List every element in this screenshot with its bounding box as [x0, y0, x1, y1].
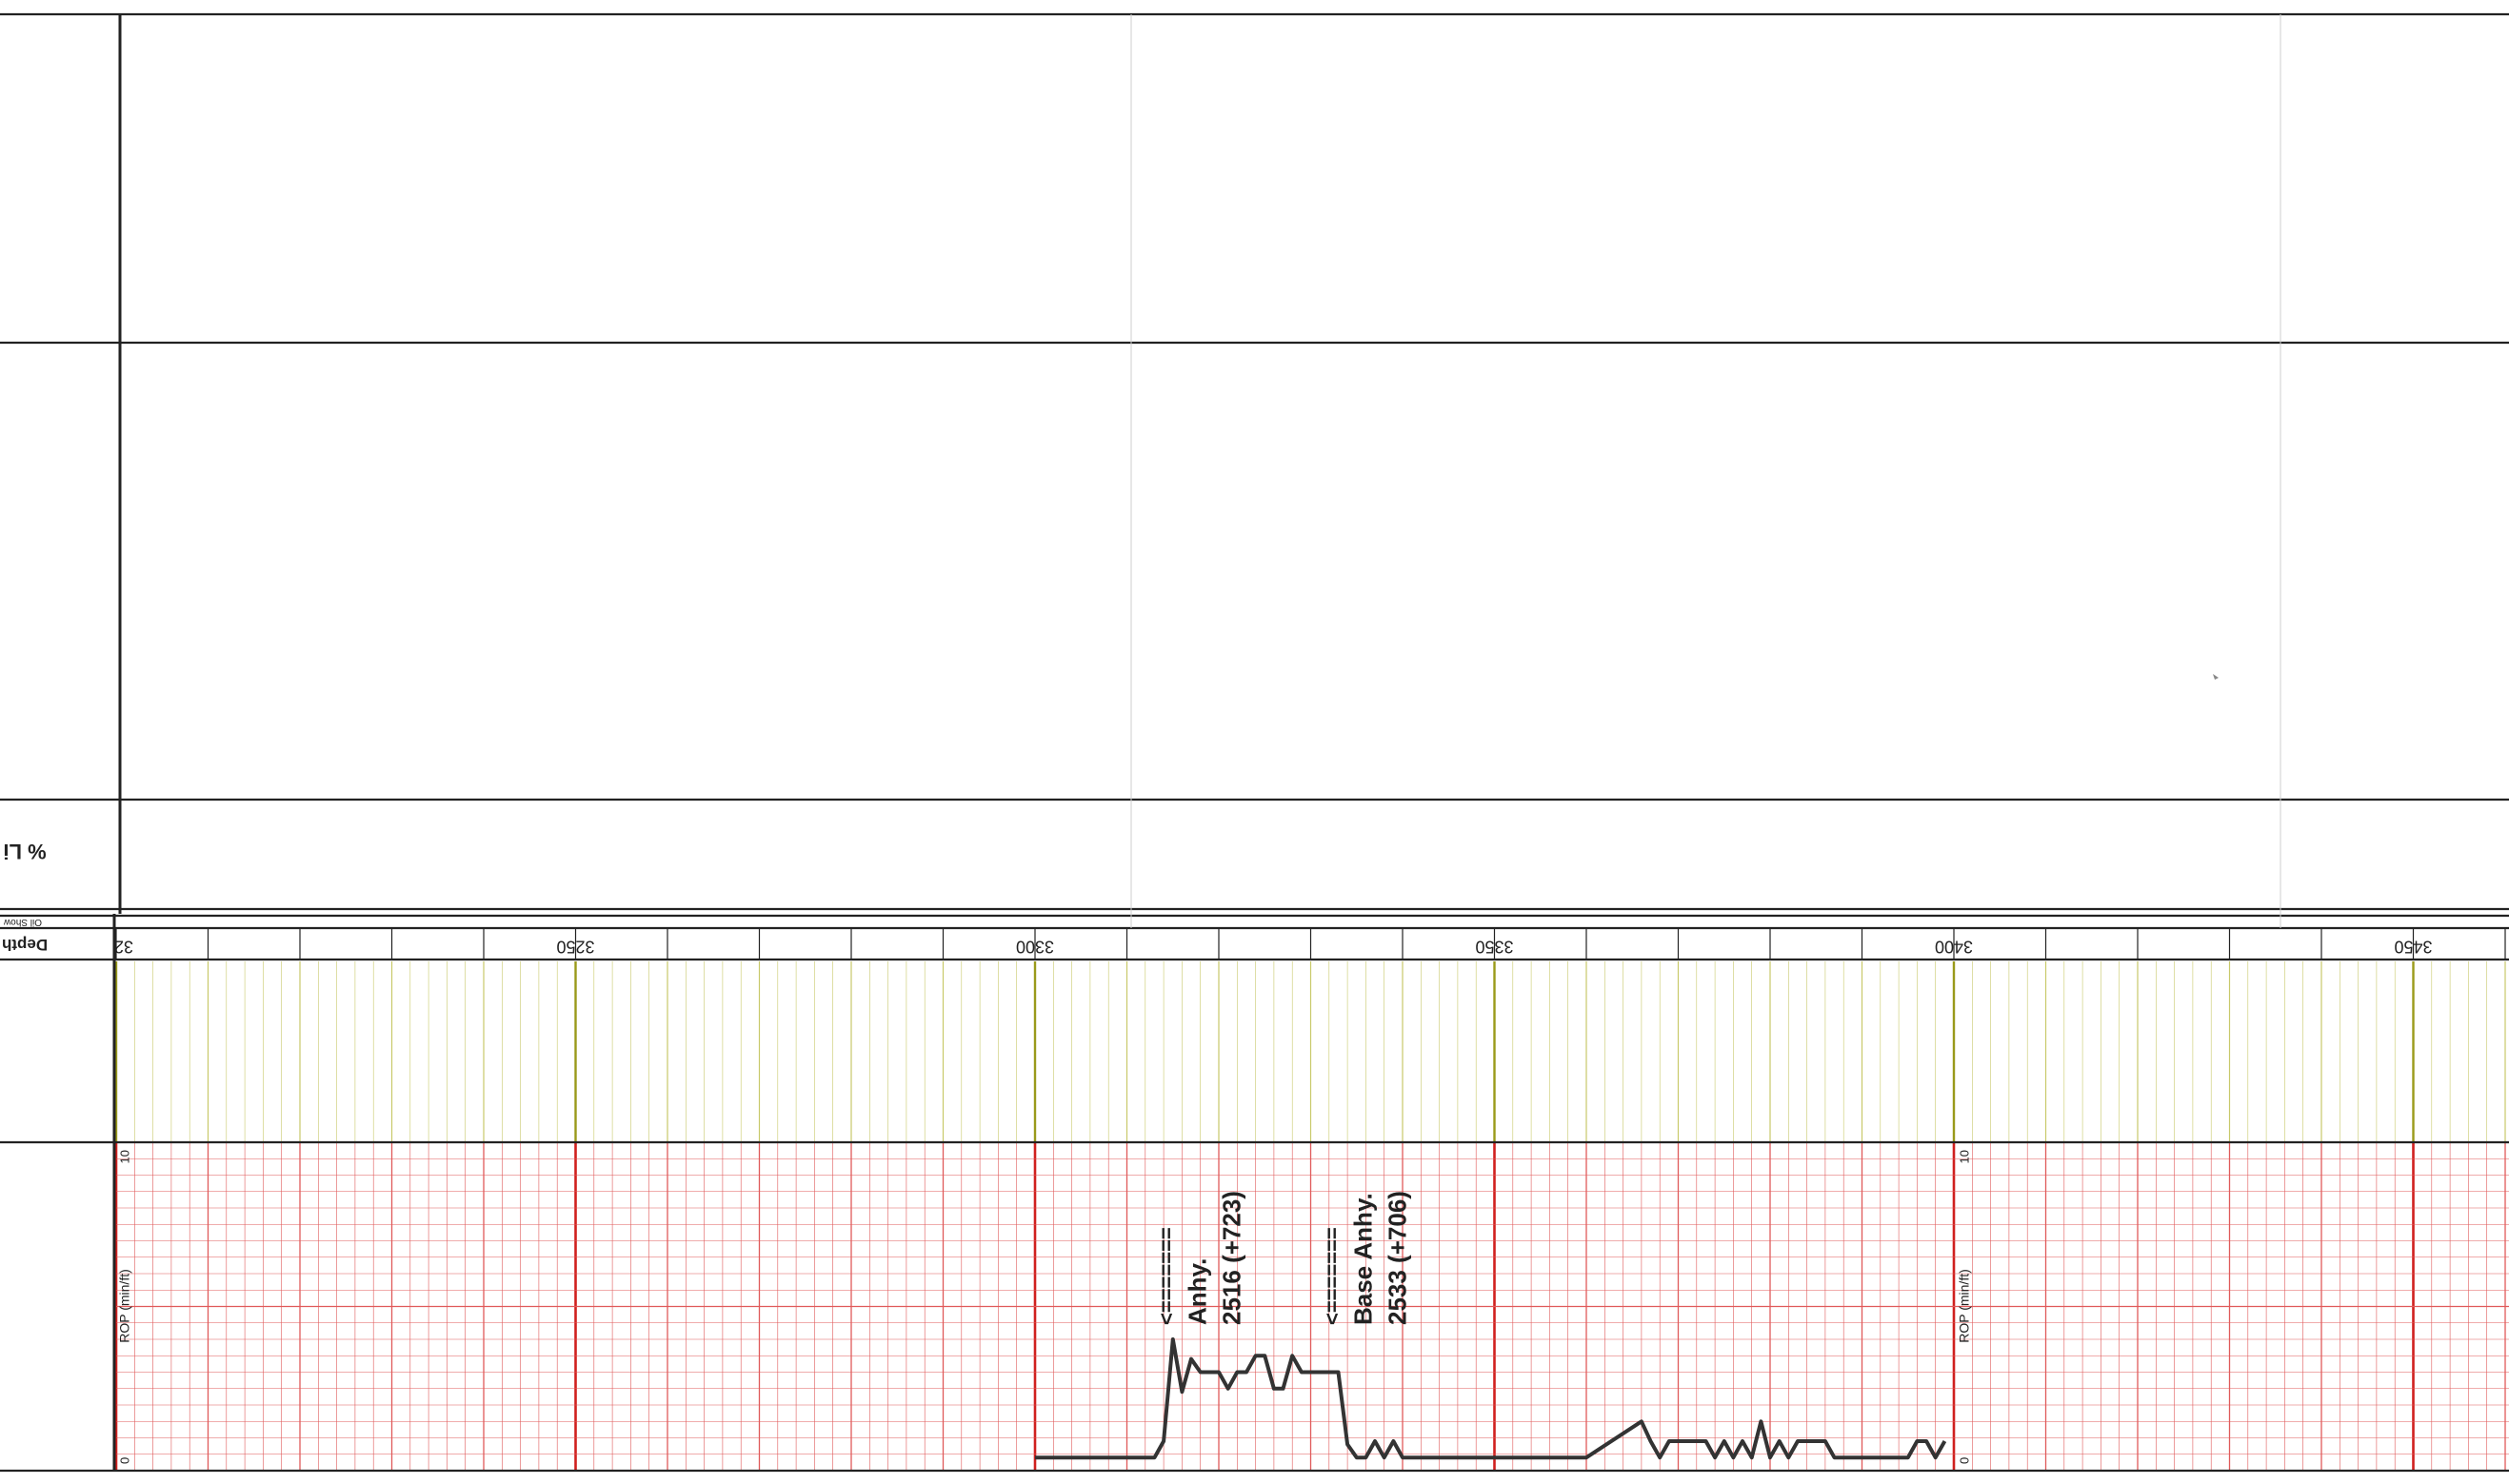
depth-track: 32 3250 3300 3350 3400 3450 ROP (min/ft) 10 0 ROP…: [114, 937, 2433, 1464]
depth-tick-label: 3400: [1935, 937, 1973, 956]
rop-scale-max: 10: [1957, 1150, 1971, 1163]
depth-tick-label: 3250: [556, 937, 594, 956]
annotation-layer: <======= Anhy. 2516 (+723) <======= Base Anh…: [1155, 1191, 1412, 1325]
rop-axis-label: ROP (min/ft): [1957, 1269, 1972, 1343]
rop-curve-layer: [1034, 1337, 1947, 1460]
oil-show-label: Oil Show: [3, 917, 42, 927]
scan-speck: [2213, 674, 2219, 680]
rop-curve-series-0: [1035, 1337, 1947, 1460]
annotation-formation: Base Anhy.: [1348, 1193, 1377, 1325]
depth-label: Depth: [2, 936, 48, 954]
grid-layer: [114, 961, 2509, 1472]
track-frame: [0, 12, 2509, 1473]
annotation-depth: 2533 (+706): [1383, 1191, 1411, 1325]
annotation-formation: Anhy.: [1184, 1258, 1212, 1325]
annotation-depth: 2516 (+723): [1218, 1191, 1246, 1325]
track-label: % Li: [3, 840, 46, 863]
depth-tick-label: 3450: [2394, 937, 2432, 956]
rop-scale-min: 0: [117, 1457, 131, 1464]
depth-tick-label: 32: [114, 937, 133, 956]
annotation-arrow: <=======: [1320, 1227, 1344, 1325]
rop-scale-min: 0: [1957, 1457, 1971, 1464]
rop-scale-max: 10: [117, 1150, 131, 1163]
rop-axis-label: ROP (min/ft): [117, 1269, 132, 1343]
depth-tick-label: 3300: [1016, 937, 1054, 956]
depth-tick-label: 3350: [1475, 937, 1513, 956]
annotation-arrow: <=======: [1155, 1227, 1179, 1325]
